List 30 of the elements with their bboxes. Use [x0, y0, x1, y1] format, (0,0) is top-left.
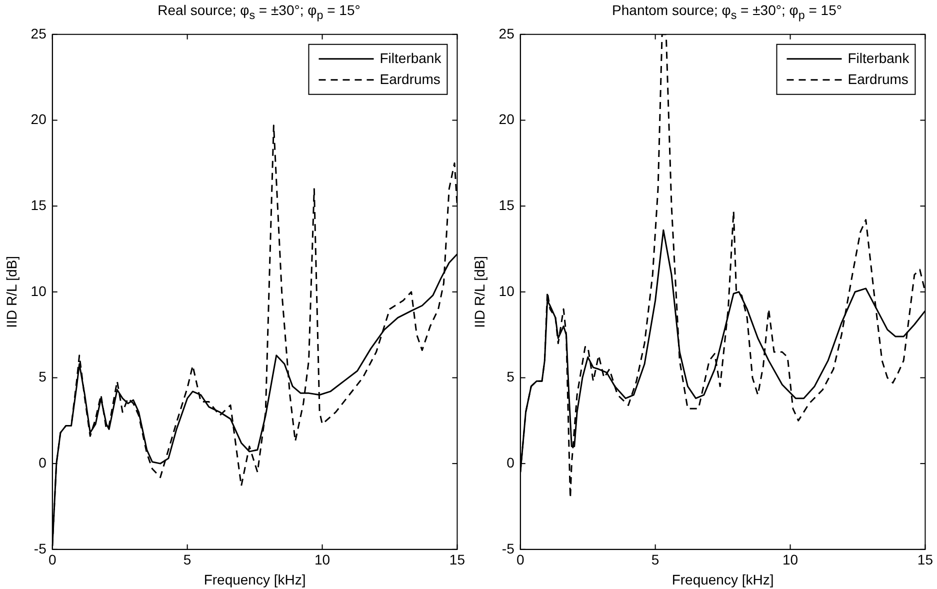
legend-label: Eardrums	[380, 70, 440, 87]
x-tick-label: 10	[782, 552, 798, 568]
chart-title: Phantom source; φ$_{s}$ = ±30°; φ$_{p}$ = 15°	[611, 2, 843, 22]
y-tick-label: 5	[38, 368, 47, 385]
x-tick-label: 15	[449, 552, 466, 568]
x-tick-label: 5	[651, 552, 660, 568]
y-tick-label: 15	[30, 196, 47, 213]
y-axis-title: IID R/L [dB]	[3, 256, 20, 328]
x-tick-label: 15	[917, 552, 934, 568]
y-tick-label: 20	[30, 111, 47, 128]
legend-label: Filterbank	[380, 50, 442, 66]
x-axis-title: Frequency [kHz]	[672, 571, 774, 588]
y-tick-label: 0	[38, 454, 47, 470]
y-axis-title: IID R/L [dB]	[471, 256, 488, 328]
y-tick-label: 25	[498, 25, 515, 42]
x-tick-label: 5	[183, 552, 192, 568]
legend-label: Filterbank	[848, 50, 910, 66]
y-tick-label: 20	[498, 111, 515, 128]
legend-label: Eardrums	[848, 70, 908, 87]
x-axis-title: Frequency [kHz]	[204, 571, 306, 588]
y-tick-label: 0	[506, 454, 515, 470]
y-tick-label: 5	[506, 368, 515, 385]
y-tick-label: -5	[34, 540, 47, 556]
y-tick-label: 10	[30, 282, 47, 299]
y-tick-label: 25	[30, 25, 47, 42]
y-tick-label: 15	[498, 196, 515, 213]
y-tick-label: -5	[502, 540, 515, 556]
x-tick-label: 10	[314, 552, 330, 568]
y-tick-label: 10	[498, 282, 515, 299]
chart-title: Real source; φ$_{s}$ = ±30°; φ$_{p}$ = 15°	[156, 2, 362, 22]
